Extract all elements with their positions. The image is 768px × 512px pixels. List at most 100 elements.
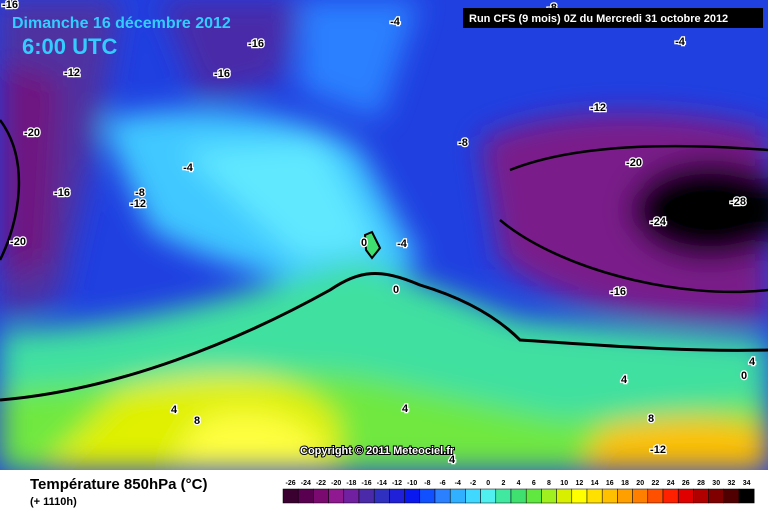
scale-label: 4 bbox=[517, 480, 521, 487]
scale-label: 8 bbox=[547, 480, 551, 487]
scale-swatch bbox=[601, 488, 618, 504]
run-info: Run CFS (9 mois) 0Z du Mercredi 31 octob… bbox=[469, 13, 728, 25]
scale-swatch bbox=[525, 488, 542, 504]
scale-label: 16 bbox=[606, 480, 614, 487]
scale-swatch bbox=[404, 488, 421, 504]
contour-label: -24 bbox=[650, 216, 667, 228]
contour-label: 8 bbox=[648, 413, 654, 425]
scale-label: -20 bbox=[331, 480, 341, 487]
scale-label: 34 bbox=[743, 480, 751, 487]
copyright: Copyright © 2011 Meteociel.fr bbox=[300, 445, 455, 457]
contour-label: -20 bbox=[10, 236, 26, 248]
scale-swatch bbox=[313, 488, 329, 504]
contour-label: -16 bbox=[214, 68, 230, 80]
contour-label: -12 bbox=[130, 198, 146, 210]
contour-label: -8 bbox=[135, 187, 145, 199]
scale-label: 24 bbox=[667, 480, 675, 487]
scale-label: 30 bbox=[712, 480, 720, 487]
contour-label: -12 bbox=[590, 102, 606, 114]
scale-label: -12 bbox=[392, 480, 402, 487]
scale-swatch bbox=[647, 488, 664, 504]
scale-label: 14 bbox=[591, 480, 599, 487]
scale-swatch bbox=[677, 488, 694, 504]
contour-label: 4 bbox=[449, 454, 456, 466]
scale-label: -16 bbox=[362, 480, 372, 487]
contour-label: 0 bbox=[361, 237, 367, 249]
scale-swatch bbox=[556, 488, 573, 504]
contour-label: 8 bbox=[194, 415, 200, 427]
scale-swatch bbox=[738, 488, 755, 504]
scale-swatch bbox=[586, 488, 603, 504]
contour-label: -4 bbox=[397, 238, 408, 250]
scale-label: 2 bbox=[501, 480, 505, 487]
scale-label: 28 bbox=[697, 480, 705, 487]
contour-label: -4 bbox=[675, 36, 686, 48]
scale-swatch bbox=[328, 488, 345, 504]
contour-label: -28 bbox=[730, 196, 746, 208]
date: Dimanche 16 décembre 2012 bbox=[12, 15, 231, 32]
scale-swatch bbox=[708, 488, 725, 504]
contour-label: 4 bbox=[749, 356, 756, 368]
scale-swatch bbox=[495, 488, 512, 504]
scale-label: 18 bbox=[621, 480, 629, 487]
contour-label: -4 bbox=[390, 16, 401, 28]
scale-label: -24 bbox=[301, 480, 311, 487]
map bbox=[0, 0, 768, 470]
contour-label: -16 bbox=[610, 286, 626, 298]
scale-swatch bbox=[358, 488, 375, 504]
contour-label: -16 bbox=[2, 0, 18, 11]
scale-swatch bbox=[419, 488, 436, 504]
scale-label: 6 bbox=[532, 480, 536, 487]
scale-label: -22 bbox=[316, 480, 326, 487]
scale-swatch bbox=[465, 488, 481, 504]
contour-label: 4 bbox=[621, 374, 628, 386]
contour-label: 0 bbox=[393, 284, 399, 296]
lead-time: (+ 1110h) bbox=[30, 496, 77, 508]
scale-swatch bbox=[449, 488, 466, 504]
scale-swatch bbox=[617, 488, 633, 504]
scale-label: -4 bbox=[455, 480, 461, 487]
contour-label: -16 bbox=[54, 187, 70, 199]
scale-label: -10 bbox=[407, 480, 417, 487]
scale-swatch bbox=[541, 488, 557, 504]
contour-label: -8 bbox=[458, 137, 468, 149]
scale-swatch bbox=[434, 488, 451, 504]
scale-label: 26 bbox=[682, 480, 690, 487]
scale-label: -8 bbox=[424, 480, 430, 487]
scale-swatch bbox=[282, 488, 299, 504]
contour-label: -4 bbox=[183, 162, 194, 174]
contour-labels: -16 -8-4-16 -4-12 -16-12-20-8-4 -20-8-16-12-… bbox=[1, 0, 757, 467]
scale-swatch bbox=[632, 488, 649, 504]
scale-swatch bbox=[571, 488, 588, 504]
contour-label: 0 bbox=[741, 370, 747, 382]
scale-label: 20 bbox=[636, 480, 644, 487]
scale-swatch bbox=[389, 488, 405, 504]
scale-swatch bbox=[373, 488, 390, 504]
scale-label: -14 bbox=[377, 480, 387, 487]
scale-swatch bbox=[343, 488, 360, 504]
footer-title: Température 850hPa (°C) bbox=[30, 476, 207, 493]
scale-label: -6 bbox=[439, 480, 445, 487]
run-box bbox=[463, 8, 763, 28]
contour-label: -12 bbox=[650, 444, 666, 456]
scale-swatch bbox=[480, 488, 497, 504]
contour-label: 4 bbox=[171, 404, 178, 416]
scale-swatch bbox=[510, 488, 527, 504]
scale-swatch bbox=[662, 488, 679, 504]
contour-label: -16 bbox=[248, 38, 264, 50]
scale-label: -26 bbox=[286, 480, 296, 487]
scale-label: -2 bbox=[470, 480, 476, 487]
contour-label: -12 bbox=[64, 67, 80, 79]
contour-label: 4 bbox=[402, 403, 409, 415]
scale-swatch bbox=[723, 488, 740, 504]
scale-label: 10 bbox=[560, 480, 568, 487]
scale-label: 12 bbox=[576, 480, 584, 487]
scale-label: 0 bbox=[486, 480, 490, 487]
scale-swatch bbox=[297, 488, 314, 504]
scale-label: -18 bbox=[346, 480, 356, 487]
scale-swatch bbox=[693, 488, 709, 504]
contour-label: -20 bbox=[24, 127, 40, 139]
color-scale: -26 -24 -22 -20 -18 -16 -14 -12 -10 -8 -6 -4 -2 0 2 4 6 8… bbox=[282, 480, 755, 504]
scale-label: 22 bbox=[652, 480, 660, 487]
